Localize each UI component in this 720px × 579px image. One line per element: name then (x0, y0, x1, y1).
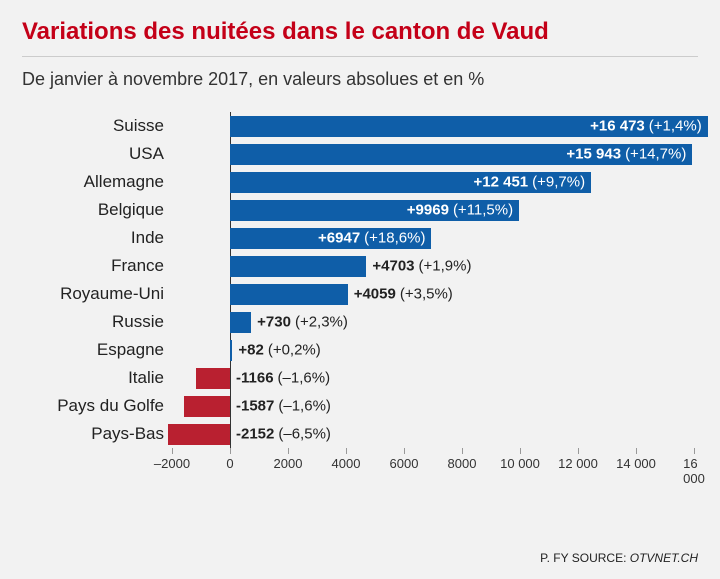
value-label: -2152(–6,5%) (236, 426, 331, 443)
source-name: OTVNET.CH (630, 551, 698, 565)
table-row: Belgique +9969(+11,5%) (22, 196, 698, 224)
country-label: Italie (128, 368, 164, 388)
country-label: Pays du Golfe (57, 396, 164, 416)
country-label: Allemagne (84, 172, 164, 192)
value-label: +6947(+18,6%) (318, 230, 425, 247)
country-label: Inde (131, 228, 164, 248)
value-label: +15 943(+14,7%) (566, 146, 686, 163)
table-row: Italie -1166(–1,6%) (22, 364, 698, 392)
country-label: Royaume-Uni (60, 284, 164, 304)
chart-card: Variations des nuitées dans le canton de… (0, 0, 720, 579)
axis-tick-mark (346, 448, 347, 454)
value-absolute: +9969 (407, 202, 449, 219)
value-label: -1166(–1,6%) (236, 370, 330, 387)
axis-tick-label: 16 000 (683, 456, 705, 486)
value-label: +16 473(+1,4%) (590, 118, 702, 135)
axis-tick-mark (694, 448, 695, 454)
bar-negative (184, 396, 230, 417)
value-percent: (+3,5%) (400, 286, 453, 303)
value-percent: (–1,6%) (278, 398, 331, 415)
value-absolute: -1587 (236, 398, 274, 415)
table-row: Pays du Golfe -1587(–1,6%) (22, 392, 698, 420)
table-row: France +4703 (+1,9%) (22, 252, 698, 280)
bar-negative (196, 368, 230, 389)
value-percent: (–1,6%) (278, 370, 331, 387)
bar-positive (230, 284, 348, 305)
axis-tick-mark (230, 448, 231, 454)
table-row: Pays-Bas -2152(–6,5%) (22, 420, 698, 448)
axis-tick-label: 14 000 (616, 456, 656, 471)
table-row: Espagne +82 (+0,2%) (22, 336, 698, 364)
axis-tick-mark (404, 448, 405, 454)
value-absolute: +730 (257, 314, 291, 331)
country-label: USA (129, 144, 164, 164)
axis-tick-mark (462, 448, 463, 454)
axis-tick-mark (578, 448, 579, 454)
country-label: Russie (112, 312, 164, 332)
axis-tick-mark (288, 448, 289, 454)
axis-tick-label: –2000 (154, 456, 190, 471)
value-absolute: +12 451 (474, 174, 529, 191)
table-row: Russie +730(+2,3%) (22, 308, 698, 336)
value-percent: (+1,4%) (649, 118, 702, 135)
value-label: +4059(+3,5%) (354, 286, 453, 303)
value-percent: (+1,9%) (419, 258, 472, 275)
country-label: Suisse (113, 116, 164, 136)
country-label: Pays-Bas (91, 424, 164, 444)
axis-tick-label: 0 (226, 456, 233, 471)
table-row: Inde +6947(+18,6%) (22, 224, 698, 252)
table-row: Suisse+16 473(+1,4%) (22, 112, 698, 140)
value-absolute: +4703 (372, 258, 414, 275)
axis-tick-mark (172, 448, 173, 454)
value-absolute: +15 943 (566, 146, 621, 163)
bar-positive (230, 312, 251, 333)
axis-tick-label: 10 000 (500, 456, 540, 471)
bar-positive (230, 340, 232, 361)
axis-tick-mark (636, 448, 637, 454)
country-label: Belgique (98, 200, 164, 220)
value-absolute: -1166 (236, 370, 274, 387)
value-percent: (+18,6%) (364, 230, 425, 247)
value-label: +12 451(+9,7%) (474, 174, 586, 191)
value-absolute: +16 473 (590, 118, 645, 135)
value-percent: (+0,2%) (268, 342, 321, 359)
chart-title: Variations des nuitées dans le canton de… (22, 18, 698, 57)
value-percent: (+9,7%) (532, 174, 585, 191)
value-percent: (+2,3%) (295, 314, 348, 331)
country-label: France (111, 256, 164, 276)
axis-tick-mark (520, 448, 521, 454)
table-row: USA +15 943(+14,7%) (22, 140, 698, 168)
axis-tick-label: 8000 (448, 456, 477, 471)
axis-tick-label: 4000 (332, 456, 361, 471)
bar-chart: Suisse+16 473(+1,4%)USA+15 943(+14,7%)Al… (22, 112, 698, 492)
value-label: +4703 (+1,9%) (372, 258, 471, 275)
value-absolute: +6947 (318, 230, 360, 247)
country-label: Espagne (97, 340, 164, 360)
table-row: Royaume-Uni +4059(+3,5%) (22, 280, 698, 308)
table-row: Allemagne +12 451(+9,7%) (22, 168, 698, 196)
value-absolute: +4059 (354, 286, 396, 303)
source-text: P. FY SOURCE: OTVNET.CH (540, 551, 698, 565)
value-percent: (–6,5%) (278, 426, 331, 443)
bar-positive (230, 256, 366, 277)
chart-subtitle: De janvier à novembre 2017, en valeurs a… (22, 69, 698, 90)
value-absolute: +82 (238, 342, 263, 359)
axis-tick-label: 12 000 (558, 456, 598, 471)
value-percent: (+11,5%) (453, 202, 513, 219)
axis-tick-label: 2000 (274, 456, 303, 471)
axis-tick-label: 6000 (390, 456, 419, 471)
x-axis: –2000 0 2000 4000 6000 8000 10 000 12 000 14 000… (22, 452, 698, 472)
value-percent: (+14,7%) (625, 146, 686, 163)
bar-negative (168, 424, 230, 445)
value-label: +82 (+0,2%) (238, 342, 320, 359)
value-label: +730(+2,3%) (257, 314, 348, 331)
value-absolute: -2152 (236, 426, 274, 443)
source-prefix: P. FY SOURCE: (540, 551, 630, 565)
value-label: -1587(–1,6%) (236, 398, 331, 415)
value-label: +9969(+11,5%) (407, 202, 513, 219)
